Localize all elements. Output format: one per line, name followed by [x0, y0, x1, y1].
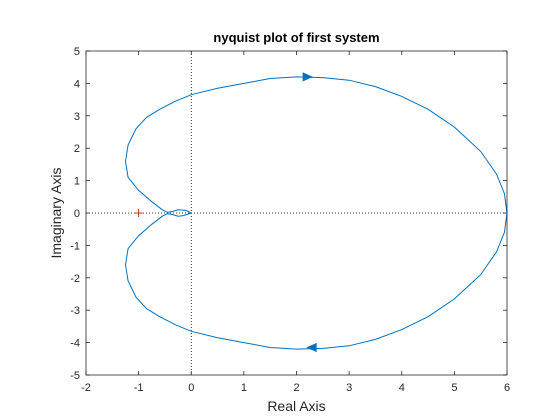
x-axis-label: Real Axis [267, 398, 325, 414]
chart-title: nyquist plot of first system [213, 30, 379, 45]
x-tick-label: -1 [134, 382, 144, 394]
x-tick-label: 0 [188, 382, 194, 394]
x-tick-label: 4 [399, 382, 405, 394]
y-tick-label: -5 [70, 370, 80, 382]
y-tick-label: 1 [74, 176, 80, 188]
x-tick-label: 2 [293, 382, 299, 394]
y-tick-label: -4 [70, 338, 80, 350]
x-tick-label: 1 [241, 382, 247, 394]
y-tick-label: 5 [74, 46, 80, 58]
y-axis-label: Imaginary Axis [48, 167, 64, 258]
direction-arrows [302, 72, 317, 353]
y-tick-label: -1 [70, 240, 80, 252]
x-tick-label: 5 [451, 382, 457, 394]
y-tick-label: -3 [70, 305, 80, 317]
x-tick-label: 3 [346, 382, 352, 394]
y-tick-label: 2 [74, 143, 80, 155]
direction-arrow-0 [302, 72, 314, 82]
y-tick-label: 3 [74, 111, 80, 123]
y-tick-label: 0 [74, 208, 80, 220]
y-tick-label: -2 [70, 273, 80, 285]
x-tick-label: -2 [81, 382, 91, 394]
critical-point-marker [134, 209, 143, 217]
critical-point-group [134, 209, 143, 217]
ticks-group: -2 -1 0 1 2 3 4 5 6 -5 -4 -3 -2 -1 0 1 2 3 4 5 [70, 46, 510, 394]
y-tick-label: 4 [74, 78, 80, 90]
direction-arrow-1 [306, 342, 317, 353]
x-tick-label: 6 [504, 382, 510, 394]
